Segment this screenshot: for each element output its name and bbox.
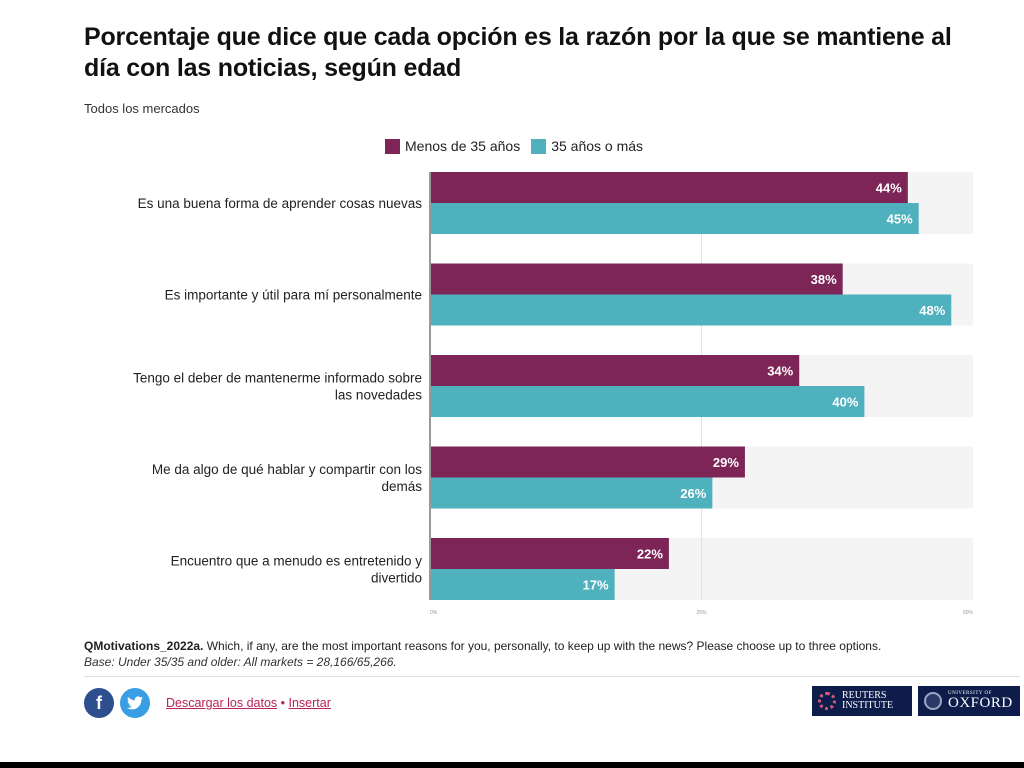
category-label: Es importante y útil para mí personalmen… bbox=[165, 288, 422, 303]
bar-under-35[interactable] bbox=[430, 538, 669, 569]
legend-swatch-under-35 bbox=[385, 138, 400, 154]
data-label: 40% bbox=[832, 395, 858, 410]
category-label: divertido bbox=[371, 571, 422, 586]
legend-label-35-plus: 35 años o más bbox=[551, 138, 644, 154]
facebook-icon: f bbox=[96, 692, 102, 713]
footer-links: Descargar los datos • Insertar bbox=[166, 696, 331, 710]
reuters-emblem-icon bbox=[818, 692, 836, 710]
partner-logos: REUTERS INSTITUTE UNIVERSITY OF OXFORD bbox=[806, 686, 1020, 716]
legend-item-under-35[interactable]: Menos de 35 años bbox=[385, 138, 520, 154]
legend-item-35-plus[interactable]: 35 años o más bbox=[531, 138, 643, 154]
legend: Menos de 35 años 35 años o más bbox=[385, 138, 654, 154]
reuters-institute-logo[interactable]: REUTERS INSTITUTE bbox=[812, 686, 912, 716]
category-label: Me da algo de qué hablar y compartir con… bbox=[152, 462, 422, 477]
twitter-share-button[interactable] bbox=[120, 688, 150, 718]
bar-under-35[interactable] bbox=[430, 446, 745, 478]
bottom-edge-bar bbox=[0, 762, 1024, 768]
oxford-logo-small: UNIVERSITY OF bbox=[948, 691, 992, 696]
reuters-logo-line2: INSTITUTE bbox=[842, 700, 894, 711]
x-tick-label: 50% bbox=[963, 610, 974, 616]
oxford-crest-icon bbox=[924, 692, 942, 710]
oxford-university-logo[interactable]: UNIVERSITY OF OXFORD bbox=[918, 686, 1020, 716]
reuters-logo-line1: REUTERS bbox=[842, 690, 887, 701]
data-label: 38% bbox=[811, 272, 837, 287]
data-label: 22% bbox=[637, 547, 663, 562]
data-label: 44% bbox=[876, 181, 902, 196]
x-tick-label: 25% bbox=[696, 610, 707, 616]
bar-under-35[interactable] bbox=[430, 172, 908, 203]
facebook-share-button[interactable]: f bbox=[84, 688, 114, 718]
bar-35-plus[interactable] bbox=[430, 386, 865, 417]
bar-35-plus[interactable] bbox=[430, 569, 615, 600]
embed-link[interactable]: Insertar bbox=[288, 696, 331, 710]
question-text: Which, if any, are the most important re… bbox=[203, 639, 882, 653]
bar-under-35[interactable] bbox=[430, 263, 843, 295]
chart-subtitle: Todos los mercados bbox=[84, 101, 200, 116]
bar-chart: 44% 45% Es una buena forma de aprender cos… bbox=[133, 172, 974, 616]
category-label: Encuentro que a menudo es entretenido y bbox=[171, 554, 423, 569]
footnote: QMotivations_2022a. Which, if any, are t… bbox=[84, 638, 1014, 670]
bar-35-plus[interactable] bbox=[430, 294, 952, 326]
category-label: Tengo el deber de mantenerme informado s… bbox=[133, 371, 422, 386]
bar-under-35[interactable] bbox=[430, 355, 800, 386]
download-data-link[interactable]: Descargar los datos bbox=[166, 696, 278, 710]
x-tick-label: 0% bbox=[430, 610, 438, 616]
category-label: demás bbox=[381, 479, 422, 494]
legend-label-under-35: Menos de 35 años bbox=[405, 138, 521, 154]
legend-swatch-35-plus bbox=[531, 138, 547, 154]
oxford-logo-big: OXFORD bbox=[948, 695, 1013, 711]
data-label: 34% bbox=[767, 364, 793, 379]
footer: f Descargar los datos • Insertar bbox=[84, 688, 331, 718]
bar-35-plus[interactable] bbox=[430, 477, 713, 509]
footer-divider bbox=[84, 676, 1020, 677]
data-label: 45% bbox=[887, 212, 913, 227]
bar-35-plus[interactable] bbox=[430, 203, 919, 234]
category-label: las novedades bbox=[335, 388, 422, 403]
data-label: 29% bbox=[713, 455, 739, 470]
base-note: Base: Under 35/35 and older: All markets… bbox=[84, 655, 397, 669]
category-label: Es una buena forma de aprender cosas nue… bbox=[138, 196, 423, 211]
data-label: 17% bbox=[583, 578, 609, 593]
data-label: 48% bbox=[919, 303, 945, 318]
data-label: 26% bbox=[680, 486, 706, 501]
link-separator: • bbox=[277, 696, 289, 710]
question-id: QMotivations_2022a. bbox=[84, 639, 204, 653]
chart-title: Porcentaje que dice que cada opción es l… bbox=[84, 23, 952, 82]
twitter-icon bbox=[127, 696, 143, 710]
